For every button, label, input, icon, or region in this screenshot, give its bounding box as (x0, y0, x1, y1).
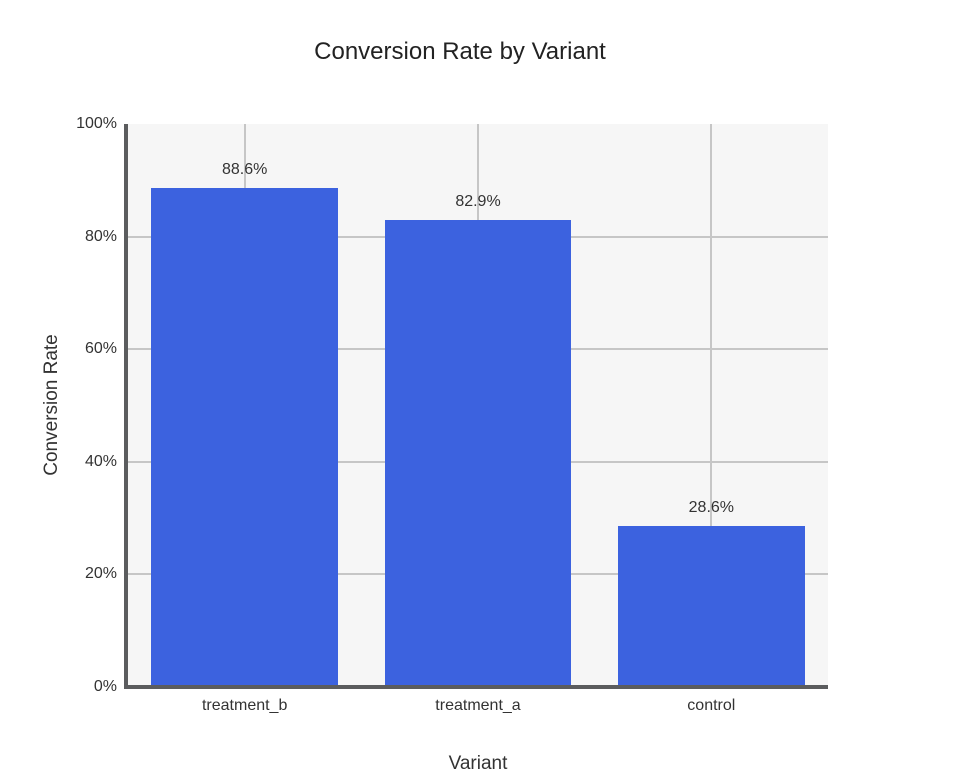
bar-value-label: 88.6% (221, 161, 268, 179)
chart-title: Conversion Rate by Variant (314, 38, 606, 65)
x-tick-label: control (687, 697, 736, 714)
y-tick-label: 0% (93, 678, 117, 695)
y-axis-line (124, 124, 128, 689)
y-axis-title: Conversion Rate (41, 334, 62, 476)
vertical-gridline (710, 124, 713, 687)
y-tick-label: 100% (76, 115, 117, 132)
y-tick-label: 60% (84, 340, 117, 358)
bar (384, 220, 572, 687)
x-tick-label: treatment_b (201, 697, 288, 714)
bar (618, 525, 805, 687)
y-tick-label: 20% (84, 565, 117, 583)
x-axis-line (124, 685, 828, 689)
bar-value-label: 82.9% (455, 193, 501, 211)
y-tick-label: 40% (84, 452, 117, 470)
bar-value-label: 28.6% (688, 498, 735, 516)
plot-area (128, 124, 828, 687)
x-tick-label: treatment_a (435, 697, 521, 714)
bar (151, 188, 338, 687)
x-axis-title: Variant (448, 753, 508, 774)
y-tick-label: 80% (84, 227, 117, 245)
